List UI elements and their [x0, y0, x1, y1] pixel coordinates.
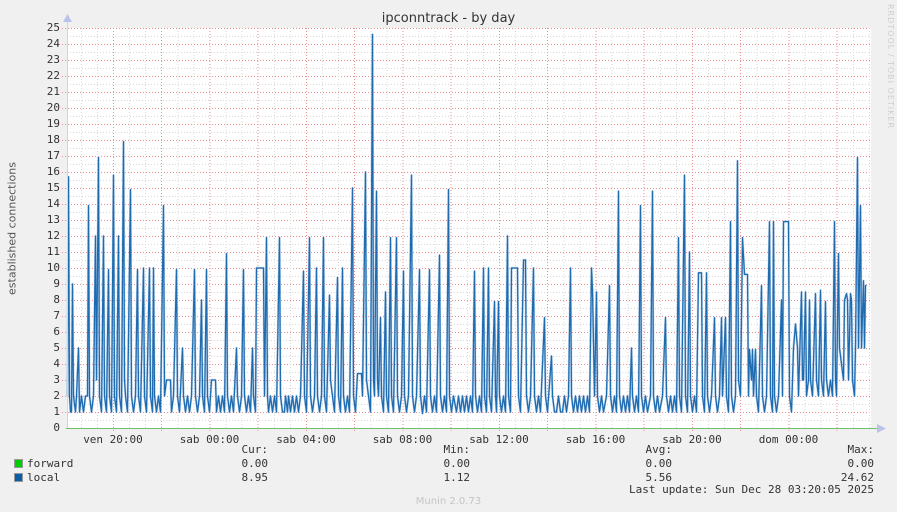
y-tick-label: 15 [46, 181, 60, 194]
y-tick-label: 13 [46, 213, 60, 226]
x-tick-label: sab 12:00 [469, 433, 529, 446]
legend-column-header: Cur: [241, 443, 269, 456]
legend-value: 0.00 [645, 457, 673, 470]
y-tick-label: 25 [46, 21, 60, 34]
y-tick-label: 22 [46, 69, 60, 82]
y-tick-label: 0 [53, 421, 60, 434]
legend-value: 0.00 [241, 457, 269, 470]
munin-version-text: Munin 2.0.73 [415, 496, 482, 507]
x-tick-label: dom 00:00 [758, 433, 819, 446]
y-tick-label: 8 [53, 293, 60, 306]
legend-label-forward: forward [27, 457, 74, 470]
y-axis-arrow-icon [63, 14, 72, 22]
x-tick-label: sab 20:00 [662, 433, 722, 446]
y-tick-label: 21 [46, 85, 60, 98]
y-tick-label: 23 [46, 53, 60, 66]
legend-value: 1.12 [443, 471, 471, 484]
y-tick-label: 11 [46, 245, 60, 258]
legend-value: 24.62 [840, 471, 874, 484]
y-tick-label: 1 [53, 405, 60, 418]
y-tick-label: 24 [46, 37, 60, 50]
legend-value: 0.00 [443, 457, 471, 470]
legend-value: 5.56 [645, 471, 673, 484]
x-axis-arrow-icon [877, 424, 886, 433]
y-tick-label: 9 [53, 277, 60, 290]
legend-column-header: Min: [443, 443, 471, 456]
y-tick-label: 19 [46, 117, 60, 130]
legend-label-local: local [27, 471, 61, 484]
legend-column-header: Max: [847, 443, 875, 456]
y-tick-label: 12 [46, 229, 60, 242]
y-tick-label: 2 [53, 389, 60, 402]
y-tick-label: 18 [46, 133, 60, 146]
series-local-line [66, 33, 867, 415]
y-tick-label: 5 [53, 341, 60, 354]
legend-value: 8.95 [241, 471, 269, 484]
y-tick-label: 3 [53, 373, 60, 386]
chart-title: ipconntrack - by day [381, 11, 516, 26]
x-tick-label: sab 08:00 [372, 433, 433, 446]
y-tick-label: 20 [46, 101, 60, 114]
y-tick-label: 14 [46, 197, 60, 210]
y-tick-label: 6 [53, 325, 60, 338]
y-tick-label: 4 [53, 357, 60, 370]
y-tick-label: 10 [46, 261, 60, 274]
legend-value: 0.00 [847, 457, 875, 470]
last-update-text: Last update: Sun Dec 28 03:20:05 2025 [628, 483, 874, 496]
rrdtool-watermark: RRDTOOL / TOBI OETIKER [886, 4, 895, 130]
legend-column-header: Avg: [645, 443, 673, 456]
legend-swatch-forward [14, 459, 23, 468]
x-tick-label: sab 04:00 [276, 433, 336, 446]
x-tick-label: sab 00:00 [179, 433, 240, 446]
y-tick-label: 17 [46, 149, 60, 162]
x-tick-label: sab 16:00 [565, 433, 626, 446]
x-tick-label: ven 20:00 [83, 433, 143, 446]
y-tick-label: 7 [53, 309, 60, 322]
legend-swatch-local [14, 473, 23, 482]
y-tick-label: 16 [46, 165, 60, 178]
